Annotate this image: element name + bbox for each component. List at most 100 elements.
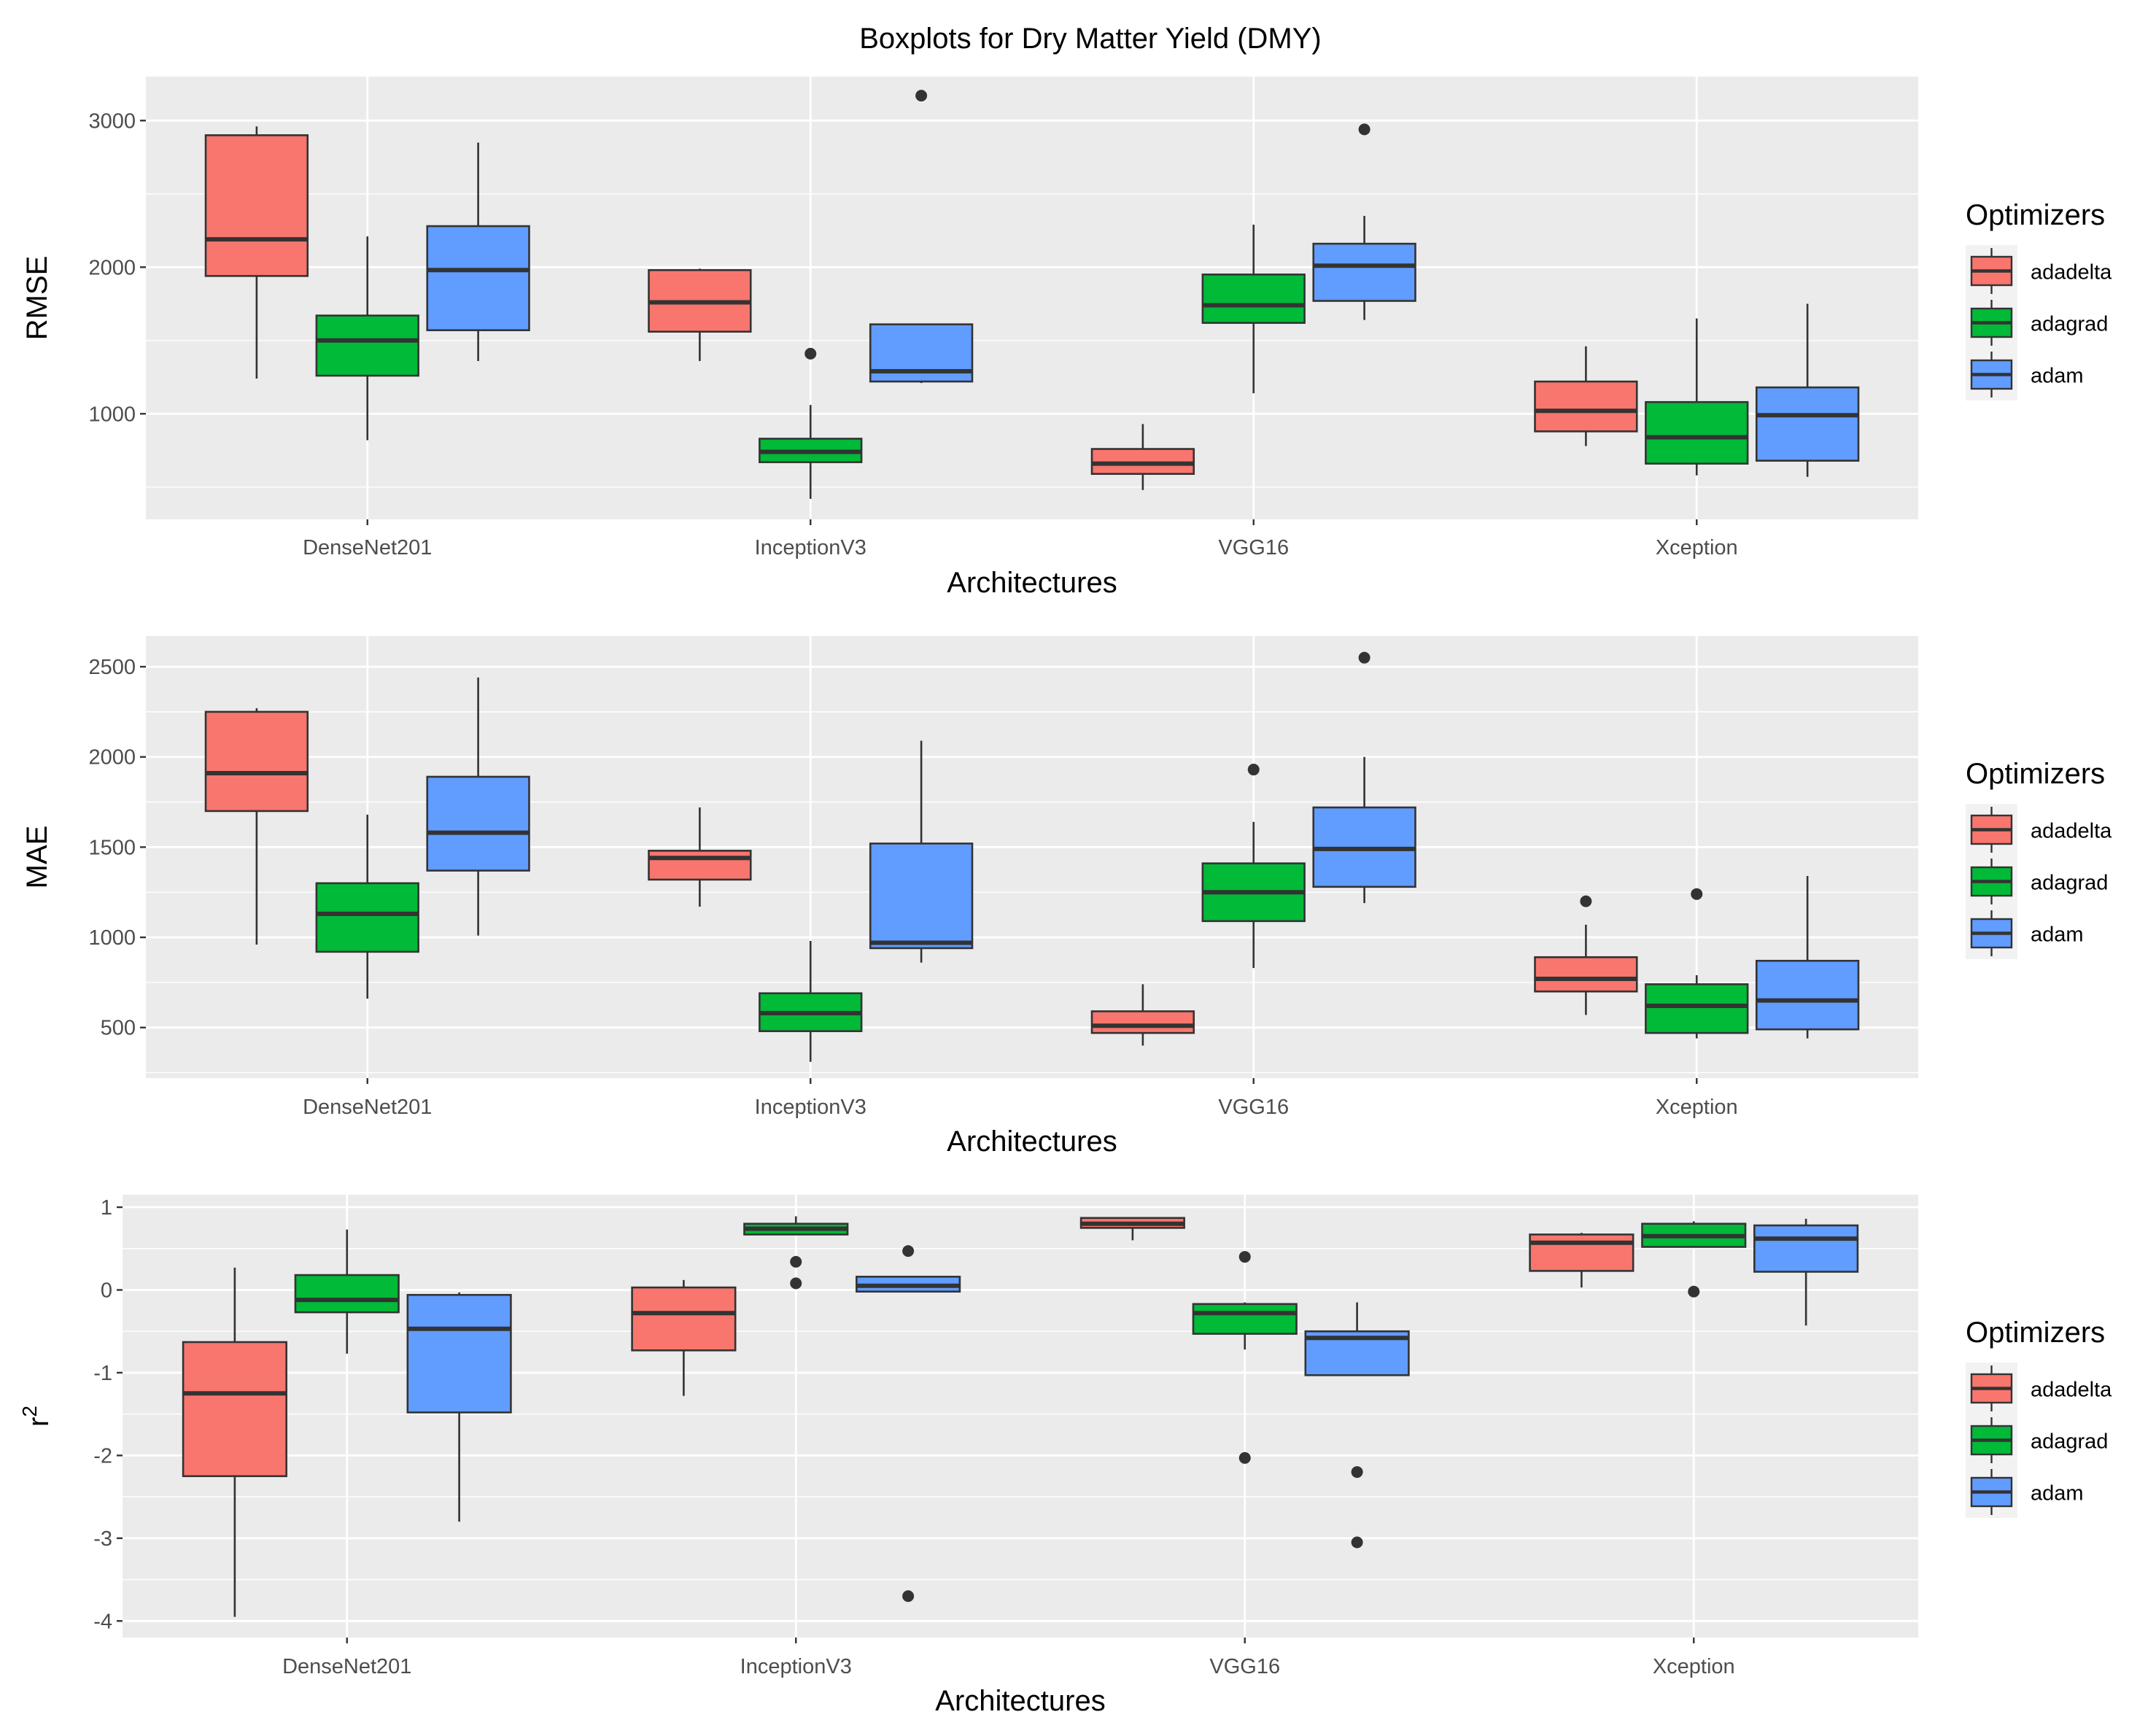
box-adam-vgg16 [1312,123,1416,320]
legend-label: adam [2031,365,2084,388]
x-tick-label: DenseNet201 [282,1655,411,1678]
x-tick-label: VGG16 [1209,1655,1280,1678]
box-body [1645,983,1749,1034]
y-tick-label: -1 [93,1362,112,1385]
x-tick-label: Xception [1656,1096,1738,1119]
box-adadelta-inceptionv3 [631,1279,737,1396]
chart-title: Boxplots for Dry Matter Yield (DMY) [859,23,1322,55]
box-body [1755,959,1860,1031]
box-body [294,1274,400,1314]
y-tick-label: -2 [93,1444,112,1468]
x-tick-label: DenseNet201 [303,536,432,559]
box-adagrad-inceptionv3 [743,1216,849,1290]
y-tick-label: 0 [101,1279,112,1302]
box-adam-vgg16 [1312,651,1416,904]
box-body [869,842,974,950]
box-body [1645,400,1749,465]
outlier-point [1688,1285,1700,1298]
legend-item-adadelta: adadelta [1966,1363,2112,1414]
box-body [315,314,419,377]
outlier-point [1580,895,1592,907]
box-adam-xception [1753,1218,1859,1326]
box-adadelta-densenet201 [182,1267,287,1617]
box-body [182,1341,287,1478]
box-body [426,225,530,332]
box-body [426,775,530,872]
box-adam-inceptionv3 [856,1245,961,1603]
x-tick-label: VGG16 [1218,536,1289,559]
outlier-point [1691,888,1703,900]
legend-title: Optimizers [1966,758,2105,790]
box-body [1534,380,1638,433]
outlier-point [804,347,817,360]
outlier-point [902,1245,915,1258]
box-body [1755,386,1860,462]
legend-title: Optimizers [1966,1317,2105,1349]
legend-label: adagrad [2031,872,2108,895]
legend-label: adadelta [2031,1379,2112,1402]
panel-mae: 500 1000 1500 2000 2500 DenseNet201 InceptionV… [21,636,2112,1158]
legend-label: adam [2031,1482,2084,1506]
box-adagrad-vgg16 [1201,764,1306,969]
box-adadelta-xception [1534,895,1638,1015]
legend-item-adagrad: adagrad [1966,297,2108,349]
box-adagrad-xception [1645,888,1749,1039]
y-tick-label: 1 [101,1196,112,1220]
plot-panel-background [123,1195,1918,1638]
outlier-point [915,90,928,102]
legend-item-adam: adam [1966,907,2084,959]
legend: Optimizers adadelta adagrad adam [1966,758,2112,959]
panels: 1000 2000 3000 DenseNet201 InceptionV3 VGG16 X… [18,77,2112,1717]
y-tick-label: 500 [101,1017,136,1040]
box-adam-inceptionv3 [869,740,974,963]
legend-label: adam [2031,923,2084,947]
legend-label: adagrad [2031,1430,2108,1454]
box-adam-vgg16 [1304,1302,1410,1549]
box-body [1753,1224,1859,1273]
legend-item-adam: adam [1966,1466,2084,1518]
box-adam-xception [1755,303,1860,477]
x-tick-label: Xception [1656,536,1738,559]
box-adagrad-vgg16 [1192,1251,1298,1464]
y-axis-title: RMSE [21,256,53,341]
outlier-point [1351,1466,1363,1479]
box-body [1201,274,1306,324]
box-adagrad-inceptionv3 [759,347,863,499]
legend-item-adam: adam [1966,349,2084,400]
box-adadelta-vgg16 [1079,1217,1185,1241]
box-adagrad-xception [1645,318,1749,476]
legend: Optimizers adadelta adagrad adam [1966,1317,2112,1518]
box-adagrad-densenet201 [315,814,419,999]
box-body [1312,242,1416,302]
box-body [648,850,752,881]
box-body [1534,956,1638,993]
box-adam-densenet201 [426,142,530,361]
box-body [631,1286,737,1352]
legend: Optimizers adadelta adagrad adam [1966,199,2112,400]
legend-label: adagrad [2031,313,2108,336]
box-body [1192,1303,1298,1335]
legend-item-adagrad: adagrad [1966,1414,2108,1466]
outlier-point [790,1255,802,1268]
box-adam-inceptionv3 [869,90,974,384]
legend-label: adadelta [2031,820,2112,843]
outlier-point [1247,764,1260,776]
panel-r2: -4 -3 -2 -1 0 1 DenseNet201 InceptionV3 VGG16 Xce… [18,1195,2112,1717]
legend-title: Optimizers [1966,199,2105,231]
y-tick-label: 1000 [88,926,136,950]
x-tick-label: VGG16 [1218,1096,1289,1119]
x-axis-title: Architectures [935,1685,1105,1717]
box-adagrad-densenet201 [294,1229,400,1354]
box-adagrad-xception [1641,1221,1747,1298]
outlier-point [902,1590,915,1603]
box-adam-densenet201 [406,1292,512,1522]
box-adadelta-densenet201 [204,126,309,379]
y-tick-label: -4 [93,1610,112,1633]
box-adadelta-vgg16 [1090,424,1195,490]
legend-label: adadelta [2031,261,2112,284]
box-body [204,710,309,813]
box-adadelta-inceptionv3 [648,807,752,907]
legend-item-adadelta: adadelta [1966,245,2112,297]
outlier-point [1238,1452,1251,1464]
